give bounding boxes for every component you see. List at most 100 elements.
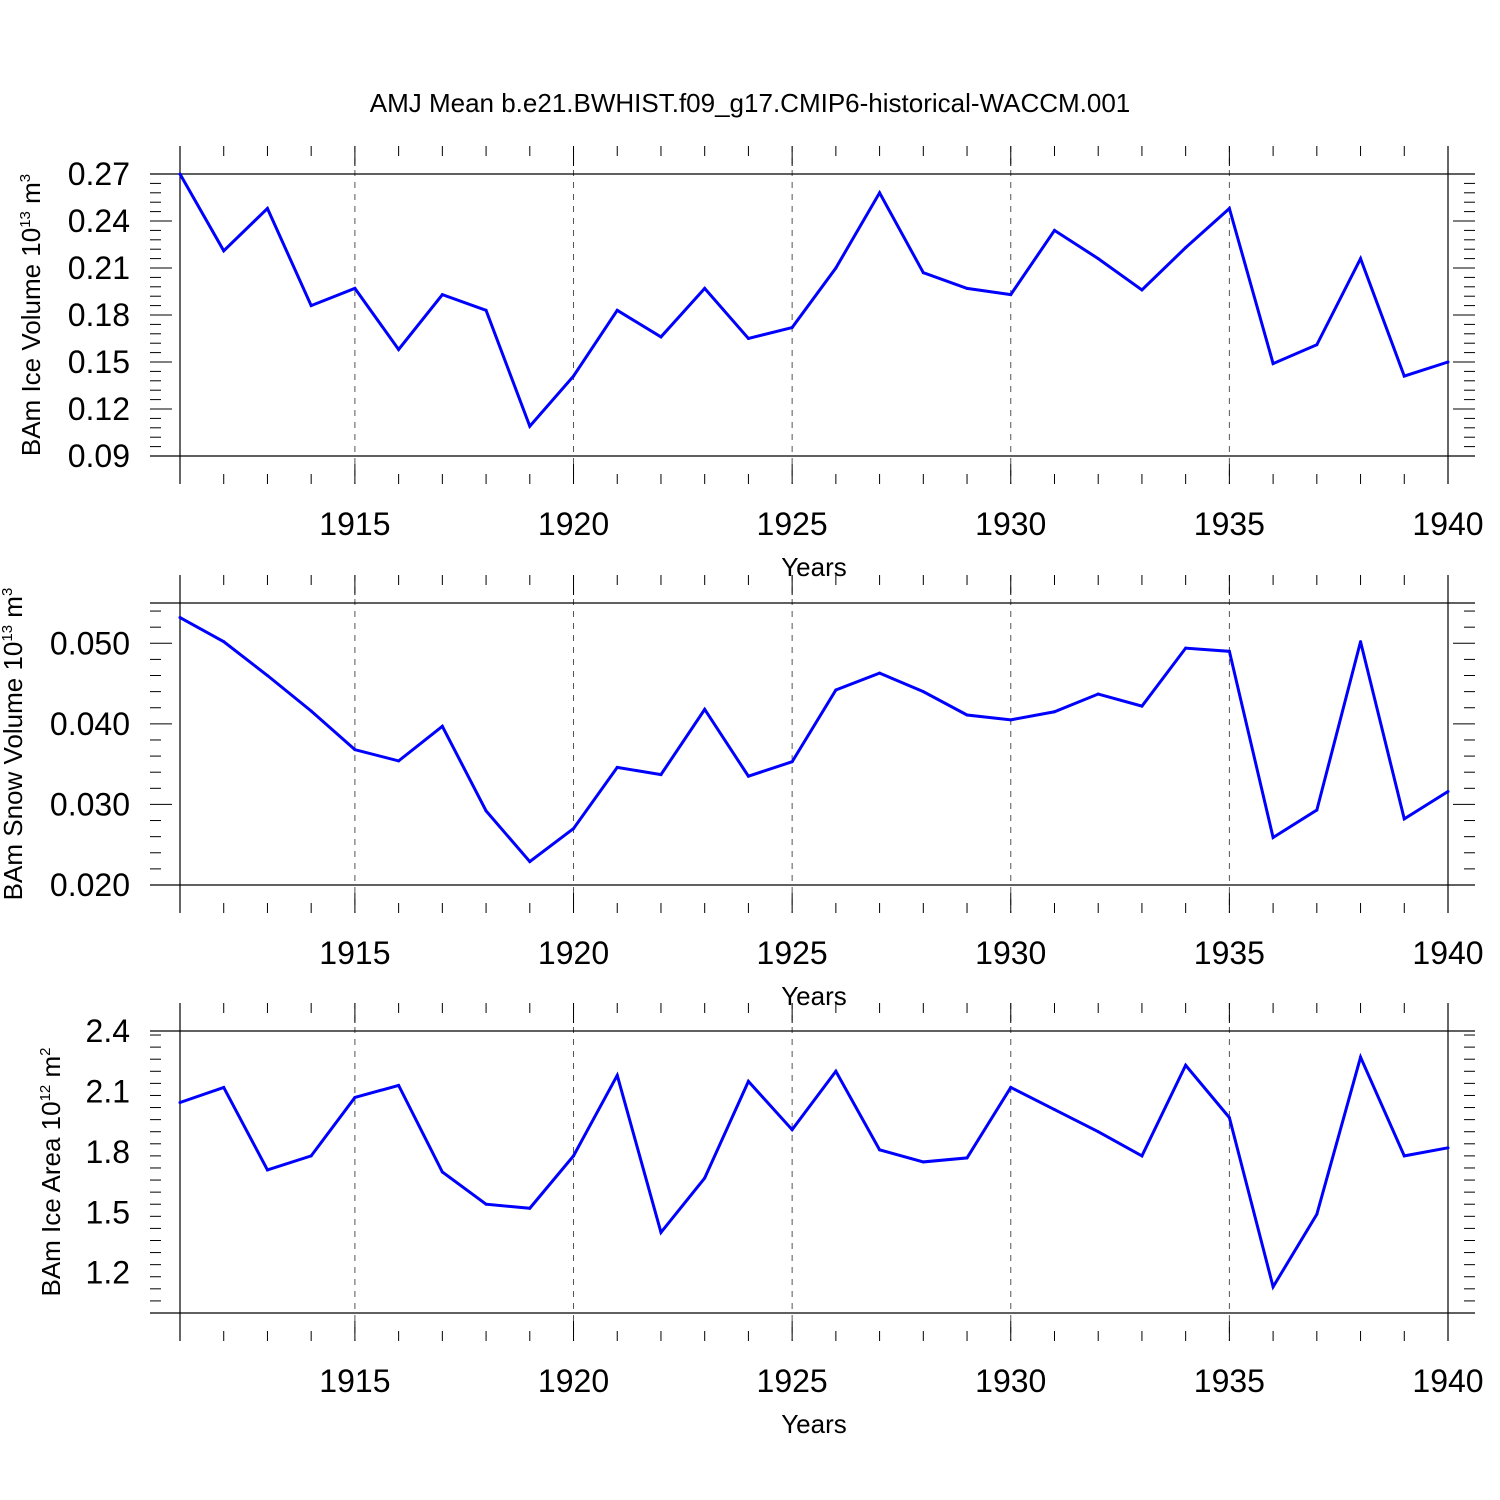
y-axis-label: BAm Ice Area 1012 m2 — [36, 1047, 66, 1296]
y-tick-label: 1.5 — [86, 1194, 130, 1230]
data-point — [265, 674, 269, 678]
data-point — [1227, 1116, 1231, 1120]
series-line — [179, 616, 1449, 864]
data-point — [1184, 246, 1188, 250]
data-point — [265, 1168, 269, 1172]
data-point — [178, 172, 182, 176]
data-point — [484, 308, 488, 312]
data-point — [309, 304, 313, 308]
y-tick-label: 0.050 — [50, 625, 130, 661]
y-axis-label: BAm Snow Volume 1013 m3 — [0, 588, 28, 901]
data-point — [1271, 835, 1275, 839]
data-point — [1184, 646, 1188, 650]
data-point — [1446, 790, 1450, 794]
data-point — [703, 286, 707, 290]
x-tick-label: 1940 — [1412, 506, 1483, 542]
x-tick-label: 1930 — [975, 1363, 1046, 1399]
data-point — [528, 1206, 532, 1210]
data-point — [1315, 343, 1319, 347]
x-tick-label: 1940 — [1412, 935, 1483, 971]
x-tick-label: 1935 — [1194, 506, 1265, 542]
data-point — [178, 616, 182, 620]
data-point — [1140, 288, 1144, 292]
data-point — [746, 1079, 750, 1083]
data-point — [659, 1230, 663, 1234]
data-point — [615, 1073, 619, 1077]
data-point — [659, 773, 663, 777]
data-point — [878, 191, 882, 195]
data-point — [1359, 1055, 1363, 1059]
y-tick-label: 2.4 — [86, 1013, 130, 1049]
x-tick-label: 1925 — [757, 506, 828, 542]
x-tick-label: 1935 — [1194, 1363, 1265, 1399]
data-point — [1096, 257, 1100, 261]
series-line — [179, 1052, 1449, 1291]
x-tick-label: 1935 — [1194, 935, 1265, 971]
data-point — [1315, 1212, 1319, 1216]
y-axis-label: BAm Ice Volume 1013 m3 — [16, 174, 46, 456]
data-point — [921, 271, 925, 275]
y-tick-label: 2.1 — [86, 1073, 130, 1109]
data-point — [397, 1083, 401, 1087]
data-point — [1140, 1154, 1144, 1158]
data-point — [921, 1160, 925, 1164]
chart-panel-1: 1915 1920 1925 1930 1935 1940 Years 0.09 0.12 0.1… — [16, 146, 1484, 582]
data-point — [178, 1101, 182, 1105]
data-point — [1227, 206, 1231, 210]
data-point — [440, 293, 444, 297]
data-point — [790, 1128, 794, 1132]
data-point — [353, 748, 357, 752]
data-point — [353, 286, 357, 290]
data-point — [222, 1085, 226, 1089]
data-point — [397, 347, 401, 351]
y-tick-label: 0.27 — [68, 156, 130, 192]
x-tick-label: 1920 — [538, 506, 609, 542]
data-point — [965, 286, 969, 290]
data-point — [790, 760, 794, 764]
x-tick-label: 1915 — [319, 506, 390, 542]
data-point — [965, 713, 969, 717]
data-point — [790, 326, 794, 330]
data-point — [222, 640, 226, 644]
data-point — [1227, 649, 1231, 653]
x-tick-label: 1915 — [319, 1363, 390, 1399]
data-point — [659, 335, 663, 339]
data-point — [484, 809, 488, 813]
y-tick-label: 0.24 — [68, 203, 130, 239]
data-point — [484, 1202, 488, 1206]
x-axis-label: Years — [781, 552, 847, 582]
data-point — [1052, 1108, 1056, 1112]
chart-panel-3: 1915 1920 1925 1930 1935 1940 Years 1.2 1.5 1.8 2.… — [36, 1003, 1484, 1439]
data-point — [965, 1156, 969, 1160]
data-point — [1315, 808, 1319, 812]
data-point — [397, 759, 401, 763]
data-point — [615, 765, 619, 769]
data-point — [440, 1170, 444, 1174]
data-point — [1009, 293, 1013, 297]
data-point — [615, 308, 619, 312]
chart-panel-2: 1915 1920 1925 1930 1935 1940 Years 0.020 0.030 0… — [0, 575, 1484, 1011]
data-point — [1009, 1085, 1013, 1089]
data-point — [572, 1154, 576, 1158]
y-tick-label: 0.020 — [50, 867, 130, 903]
y-tick-label: 0.21 — [68, 250, 130, 286]
data-point — [1009, 718, 1013, 722]
data-point — [703, 1176, 707, 1180]
data-point — [528, 424, 532, 428]
data-point — [222, 249, 226, 253]
data-point — [1184, 1063, 1188, 1067]
x-axis-label: Years — [781, 981, 847, 1011]
x-tick-label: 1925 — [757, 935, 828, 971]
data-point — [1140, 704, 1144, 708]
data-point — [309, 1154, 313, 1158]
data-point — [834, 688, 838, 692]
data-point — [1402, 1154, 1406, 1158]
data-point — [1271, 362, 1275, 366]
data-point — [572, 374, 576, 378]
y-tick-label: 0.15 — [68, 344, 130, 380]
data-point — [1052, 710, 1056, 714]
y-tick-label: 1.2 — [86, 1255, 130, 1291]
data-point — [1402, 817, 1406, 821]
x-tick-label: 1930 — [975, 935, 1046, 971]
y-tick-label: 0.09 — [68, 438, 130, 474]
